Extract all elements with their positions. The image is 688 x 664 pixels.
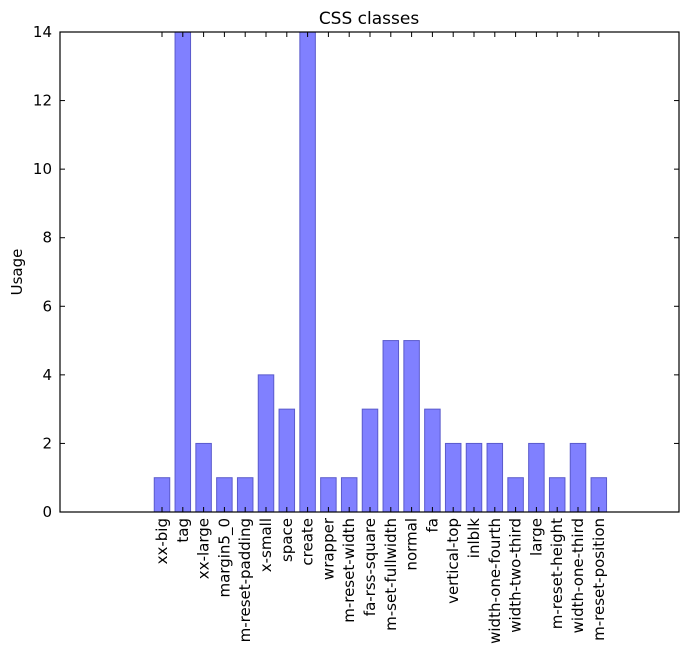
- bar-margin5_0: [216, 477, 233, 513]
- bar-m-reset-padding: [236, 477, 254, 513]
- plot-frame: [59, 31, 680, 513]
- bar-m-reset-position: [590, 477, 608, 513]
- x-tick-label: tag: [174, 518, 192, 543]
- bar-wrapper: [320, 477, 337, 513]
- x-tick-label: inlblk: [465, 518, 483, 559]
- bar-m-set-fullwidth: [382, 340, 400, 513]
- bar-normal: [403, 340, 420, 513]
- bar-xx-large: [195, 442, 212, 513]
- bar-width-one-fourth: [486, 442, 504, 513]
- x-tick-label: m-set-fullwidth: [382, 518, 400, 631]
- bar-width-one-third: [569, 442, 587, 513]
- bar-x-small: [257, 374, 275, 513]
- y-tick-label: 12: [33, 92, 52, 110]
- y-axis-label: Usage: [8, 249, 26, 296]
- bar-create: [299, 31, 316, 513]
- y-tick-label: 10: [33, 160, 52, 178]
- bar-width-two-third: [507, 477, 524, 513]
- bar-large: [528, 442, 545, 513]
- bar-inlblk: [465, 442, 483, 513]
- x-tick-label: m-reset-height: [548, 518, 566, 629]
- x-axis: xx-big tag xx-large margin5_0 m-reset-paddin…: [153, 32, 608, 644]
- x-tick-label: x-small: [257, 518, 275, 572]
- x-tick-label: xx-large: [195, 518, 213, 579]
- bar-fa-rss-square: [361, 408, 379, 513]
- x-tick-label: normal: [403, 518, 421, 571]
- x-tick-label: fa-rss-square: [361, 518, 379, 616]
- x-tick-label: m-reset-width: [340, 518, 358, 623]
- x-tick-label: space: [278, 518, 296, 562]
- x-tick-label: large: [527, 518, 545, 556]
- y-tick-label: 2: [42, 434, 52, 452]
- x-tick-label: width-one-third: [569, 518, 587, 633]
- x-tick-label: m-reset-padding: [236, 518, 254, 642]
- x-tick-label: xx-big: [153, 518, 171, 564]
- y-axis: 0 2 4 6 8 10 12 14: [33, 23, 679, 521]
- bar-tag: [174, 31, 192, 513]
- x-tick-label: vertical-top: [444, 518, 462, 604]
- y-tick-label: 4: [42, 366, 52, 384]
- x-tick-label: fa: [423, 518, 441, 532]
- x-tick-label: m-reset-position: [590, 518, 608, 641]
- x-tick-label: margin5_0: [215, 518, 234, 598]
- bar-m-reset-height: [548, 477, 566, 513]
- x-tick-label: width-one-fourth: [486, 518, 504, 644]
- y-tick-label: 8: [42, 229, 52, 247]
- y-tick-label: 0: [42, 503, 52, 521]
- chart-title: CSS classes: [319, 9, 420, 29]
- bar-xx-big: [153, 477, 171, 513]
- y-tick-label: 14: [33, 23, 52, 41]
- bar-m-reset-width: [340, 477, 358, 513]
- x-tick-label: create: [299, 518, 317, 566]
- bar-fa: [424, 408, 441, 513]
- x-tick-label: wrapper: [319, 517, 337, 580]
- y-tick-label: 6: [42, 297, 52, 315]
- bars-group: [153, 31, 608, 513]
- bar-space: [278, 408, 296, 513]
- x-tick-label: width-two-third: [507, 518, 525, 633]
- bar-vertical-top: [444, 442, 462, 513]
